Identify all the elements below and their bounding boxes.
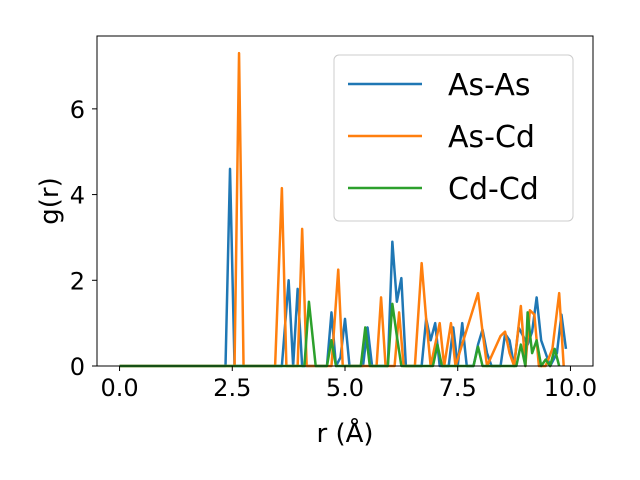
y-axis-label: g(r) bbox=[35, 177, 65, 224]
legend: As-As As-Cd Cd-Cd bbox=[333, 54, 574, 222]
x-tick-label: 2.5 bbox=[213, 374, 251, 402]
y-tick-label: 2 bbox=[70, 267, 85, 295]
y-tick-label: 6 bbox=[70, 96, 85, 124]
axis-ticks: 0.0 2.5 5.0 7.5 10.0 0 2 4 6 bbox=[70, 96, 597, 402]
x-tick-label: 7.5 bbox=[439, 374, 477, 402]
legend-label-as-cd: As-Cd bbox=[448, 120, 535, 155]
x-tick-label: 5.0 bbox=[326, 374, 364, 402]
legend-box bbox=[333, 54, 574, 222]
x-axis-label: r (Å) bbox=[316, 417, 373, 449]
legend-label-as-as: As-As bbox=[448, 68, 530, 103]
legend-label-cd-cd: Cd-Cd bbox=[448, 172, 539, 207]
x-tick-label: 0.0 bbox=[100, 374, 138, 402]
y-tick-label: 0 bbox=[70, 353, 85, 381]
series-line-cd-cd bbox=[119, 300, 561, 368]
y-tick-label: 4 bbox=[70, 182, 85, 210]
x-tick-label: 10.0 bbox=[544, 374, 597, 402]
